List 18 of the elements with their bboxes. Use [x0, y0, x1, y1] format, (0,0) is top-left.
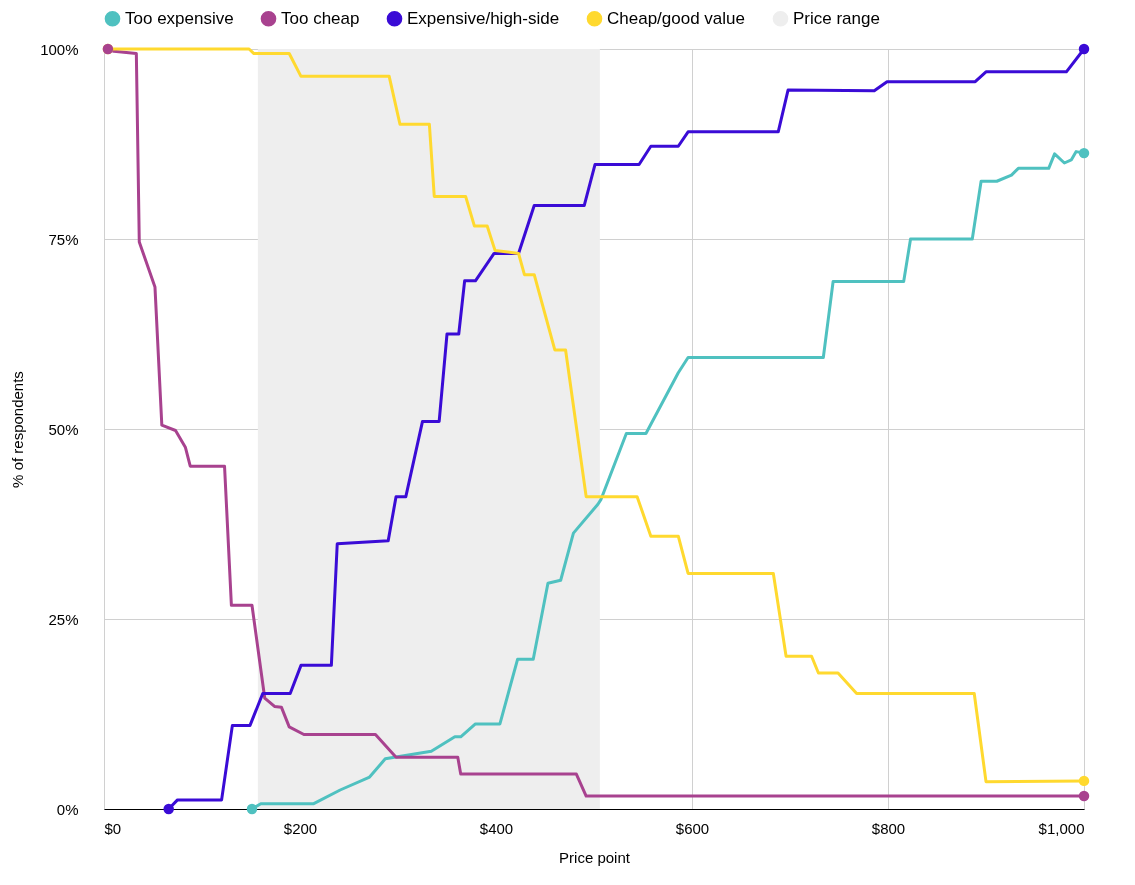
legend-label: Expensive/high-side [407, 8, 560, 28]
y-tick-label: 0% [56, 800, 79, 818]
legend-label: Price range [793, 8, 880, 28]
x-tick-label: $600 [675, 819, 710, 837]
legend-label: Too cheap [281, 8, 360, 28]
x-tick-label: $0 [104, 819, 122, 837]
y-tick-label: 75% [48, 230, 79, 248]
x-tick-label: $800 [871, 819, 906, 837]
y-tick-label: 100% [40, 40, 79, 58]
x-tick-label: $400 [479, 819, 514, 837]
x-tick-label: $200 [283, 819, 318, 837]
y-tick-label: 50% [48, 420, 79, 438]
x-tick-label: $1,000 [1038, 819, 1085, 837]
y-tick-label: 25% [48, 610, 79, 628]
y-axis-title: % of respondents [9, 371, 27, 488]
legend-label: Too expensive [125, 8, 234, 28]
x-axis-title: Price point [559, 848, 631, 866]
legend-label: Cheap/good value [607, 8, 746, 28]
